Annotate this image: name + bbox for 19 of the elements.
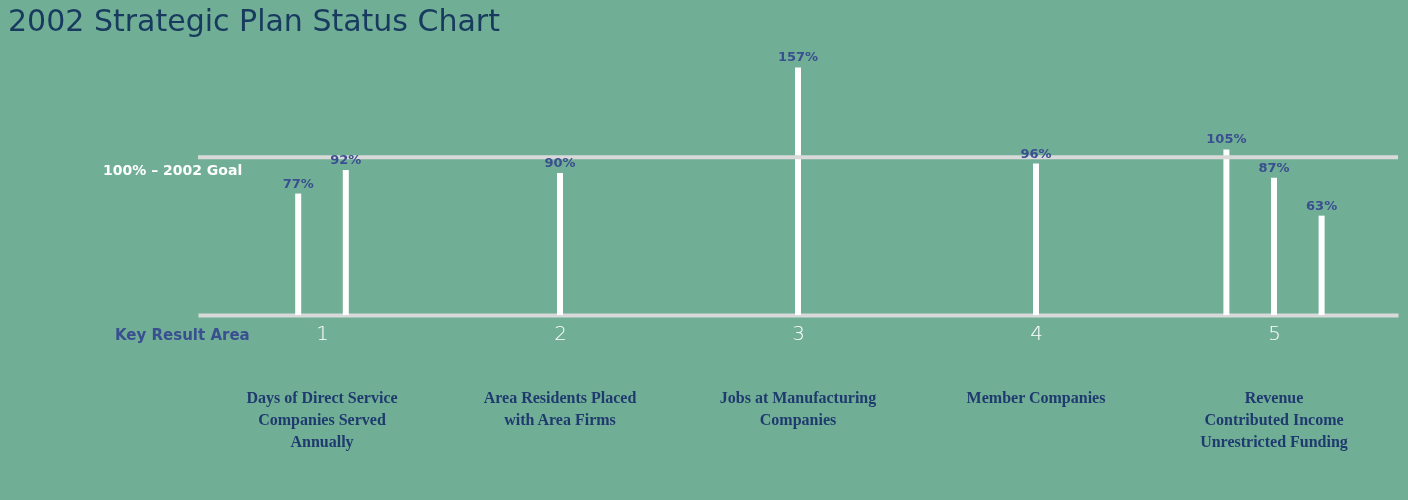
data-label: 157% xyxy=(777,49,819,65)
x-tick-label: 4 xyxy=(1030,320,1043,345)
x-tick-label: 1 xyxy=(316,320,329,345)
data-label: 90% xyxy=(544,155,576,171)
text: Jobs at Manufacturing Companies xyxy=(719,389,877,429)
text: Member Companies xyxy=(966,389,1106,407)
data-label: 87% xyxy=(1258,159,1290,175)
text: Days of Direct Service Companies Served Annually xyxy=(246,389,398,451)
x-tick-label: 3 xyxy=(792,320,805,345)
data-label: 105% xyxy=(1206,131,1247,147)
x-axis-title: Key Result Area xyxy=(115,326,250,344)
x-tick-label: 2 xyxy=(554,320,567,345)
text: Revenue Contributed Income Unrestricted Funding xyxy=(1200,389,1348,451)
data-label: 63% xyxy=(1306,197,1338,213)
ref-line-label: 100% – 2002 Goal xyxy=(103,162,243,179)
data-label: 77% xyxy=(282,175,314,191)
x-tick-label: 5 xyxy=(1268,320,1281,345)
chart-title: 2002 Strategic Plan Status Chart xyxy=(8,3,501,39)
text: Area Residents Placed with Area Firms xyxy=(483,389,637,428)
